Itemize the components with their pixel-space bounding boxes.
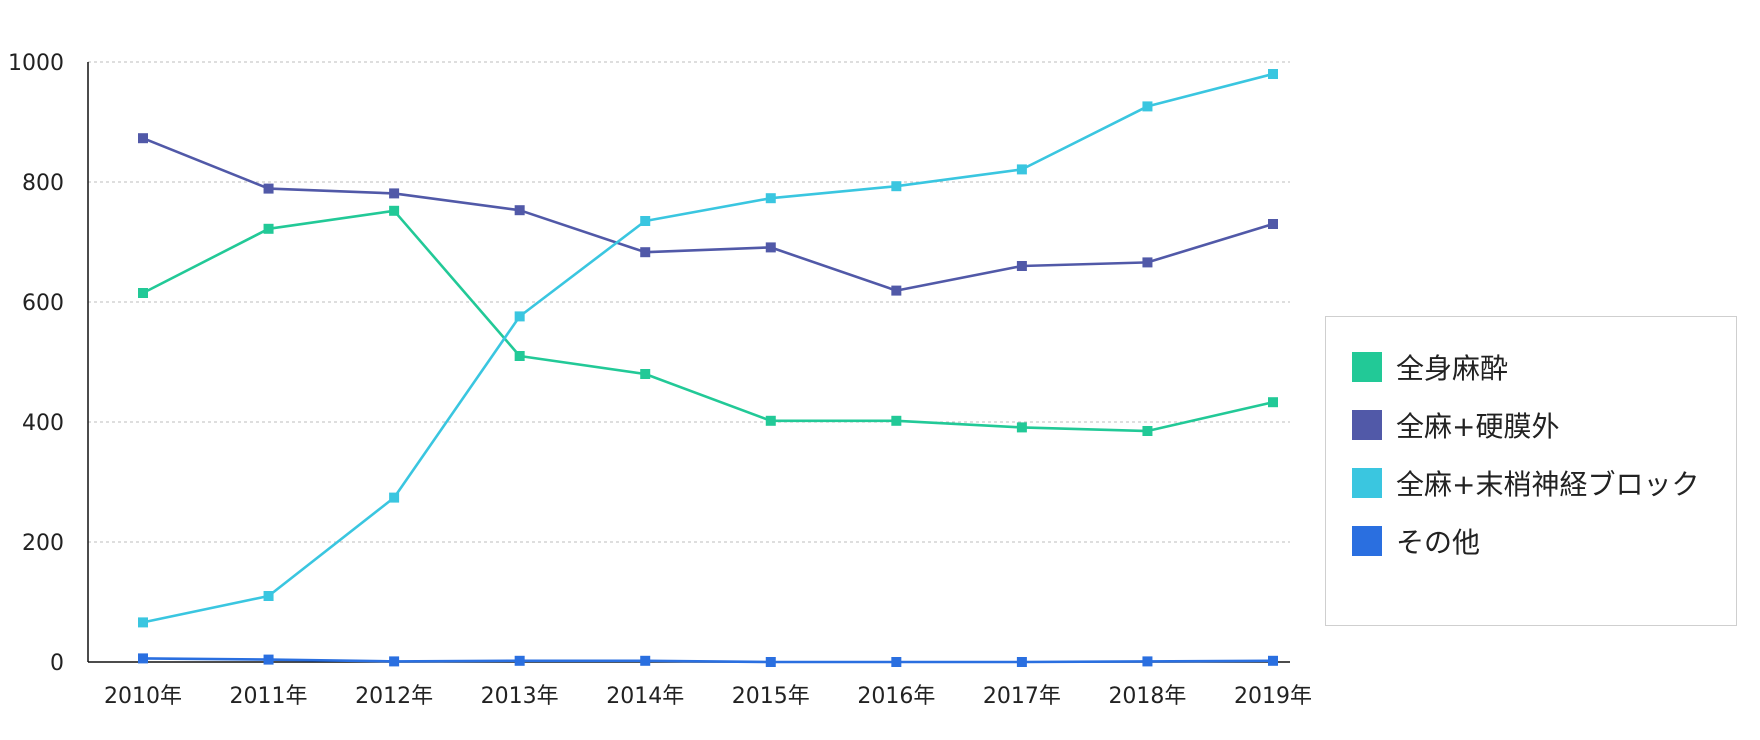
data-point[interactable] (1016, 261, 1027, 271)
series-lines (138, 69, 1278, 667)
y-tick-label: 600 (22, 291, 64, 316)
x-tick-label: 2010年 (104, 684, 182, 709)
x-tick-label: 2016年 (857, 684, 935, 709)
data-point[interactable] (1268, 219, 1278, 229)
data-point[interactable] (765, 657, 776, 667)
data-point[interactable] (389, 492, 400, 503)
data-point[interactable] (263, 223, 274, 234)
legend-swatch (1352, 352, 1382, 382)
data-point[interactable] (1142, 257, 1153, 268)
data-point[interactable] (389, 205, 400, 216)
y-tick-label: 400 (22, 411, 64, 436)
series-group (138, 205, 1278, 436)
series-group (138, 69, 1278, 628)
data-point[interactable] (765, 415, 776, 426)
y-tick-label: 800 (22, 171, 64, 196)
x-axis-ticks: 2010年 2011年 2012年 2013年 2014年 2015年 2016年 2017年… (104, 684, 1312, 709)
legend-item-general-anesthesia[interactable]: 全身麻酔 (1352, 347, 1508, 387)
data-point[interactable] (640, 247, 651, 258)
data-point[interactable] (514, 351, 525, 361)
legend-swatch (1352, 468, 1382, 498)
x-tick-label: 2018年 (1108, 684, 1186, 709)
data-point[interactable] (389, 656, 400, 667)
x-tick-label: 2011年 (230, 684, 308, 709)
legend-label: 全麻+末梢神経ブロック (1396, 468, 1700, 501)
axes (87, 62, 1290, 663)
x-tick-label: 2012年 (355, 684, 433, 709)
legend-swatch (1352, 526, 1382, 556)
data-point[interactable] (138, 133, 148, 144)
legend-label: 全麻+硬膜外 (1396, 410, 1560, 443)
data-point[interactable] (1016, 422, 1027, 433)
x-tick-label: 2019年 (1234, 684, 1312, 709)
data-point[interactable] (1142, 656, 1153, 667)
data-point[interactable] (640, 369, 651, 379)
data-point[interactable] (640, 655, 651, 666)
data-point[interactable] (1142, 101, 1153, 112)
data-point[interactable] (138, 653, 148, 664)
legend-swatch (1352, 410, 1382, 440)
x-tick-label: 2013年 (481, 684, 559, 709)
series-group (138, 653, 1278, 667)
legend: 全身麻酔 全麻+硬膜外 全麻+末梢神経ブロック その他 (1325, 316, 1737, 626)
data-point[interactable] (263, 654, 274, 665)
data-point[interactable] (263, 183, 274, 194)
data-point[interactable] (263, 591, 274, 601)
data-point[interactable] (765, 193, 776, 204)
data-point[interactable] (514, 655, 525, 666)
series-group (138, 133, 1278, 296)
data-point[interactable] (389, 188, 400, 199)
series-line (142, 136, 1274, 292)
data-point[interactable] (765, 242, 776, 253)
series-line (142, 72, 1274, 624)
legend-label: 全身麻酔 (1396, 352, 1509, 385)
data-point[interactable] (514, 311, 525, 322)
data-point[interactable] (1268, 655, 1278, 666)
data-point[interactable] (138, 617, 148, 628)
y-tick-label: 1000 (8, 51, 64, 76)
y-axis-ticks: 0 200 400 600 800 1000 (8, 51, 64, 676)
y-tick-label: 200 (22, 531, 64, 556)
data-point[interactable] (1142, 426, 1153, 436)
legend-item-other[interactable]: その他 (1352, 521, 1480, 561)
data-point[interactable] (1268, 397, 1278, 408)
series-line (142, 209, 1274, 433)
legend-label: その他 (1396, 526, 1481, 559)
data-point[interactable] (891, 181, 902, 192)
y-tick-label: 0 (50, 651, 64, 676)
data-point[interactable] (514, 205, 525, 216)
legend-item-general-epidural[interactable]: 全麻+硬膜外 (1352, 405, 1559, 445)
data-point[interactable] (891, 657, 902, 667)
x-tick-label: 2015年 (732, 684, 810, 709)
x-tick-label: 2017年 (983, 684, 1061, 709)
data-point[interactable] (891, 415, 902, 426)
data-point[interactable] (1016, 164, 1027, 175)
data-point[interactable] (640, 216, 651, 226)
grid-lines (88, 61, 1290, 543)
series-line (142, 657, 1274, 664)
data-point[interactable] (1016, 657, 1027, 667)
x-tick-label: 2014年 (606, 684, 684, 709)
data-point[interactable] (1268, 69, 1278, 79)
data-point[interactable] (891, 285, 902, 296)
data-point[interactable] (138, 288, 148, 298)
legend-item-general-nerve-block[interactable]: 全麻+末梢神経ブロック (1352, 463, 1699, 503)
